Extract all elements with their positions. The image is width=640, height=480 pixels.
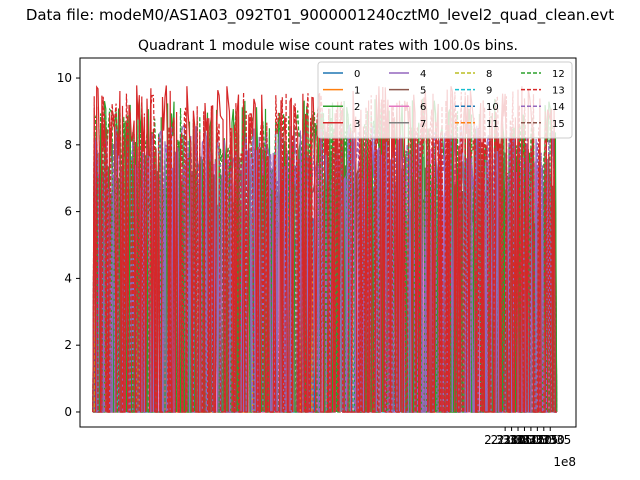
legend-label: 2 [354,102,360,113]
legend-box [317,61,573,139]
legend-label: 3 [354,119,360,130]
x-tick-label: 2.3330 [523,433,565,447]
x-tick-label: 2.3315 [503,433,545,447]
legend-label: 5 [420,86,426,97]
legend-label: 14 [552,102,565,113]
legend-label: 15 [552,119,565,130]
y-tick-label: 2 [64,338,72,352]
chart-title: Quadrant 1 module wise count rates with … [138,38,518,54]
legend-label: 8 [486,69,492,80]
x-tick-label: 2.3335 [529,433,571,447]
x-axis: 2.33002.33052.33102.33152.33202.33252.33… [484,427,571,447]
legend-label: 7 [420,119,426,130]
x-tick-label: 2.3300 [484,433,526,447]
legend-label: 13 [552,86,565,97]
x-tick-label: 2.3325 [516,433,558,447]
series-line-13 [92,91,557,413]
legend-label: 6 [420,102,426,113]
figure-suptitle: Data file: modeM0/AS1A03_092T01_90000012… [26,6,614,25]
x-tick-label: 2.3310 [497,433,539,447]
x-offset-label: 1e8 [553,455,576,469]
x-tick-label: 2.3305 [491,433,533,447]
y-tick-label: 10 [57,71,72,85]
y-tick-label: 0 [64,405,72,419]
y-axis: 0 2 4 6 8 10 [57,71,80,419]
legend-label: 9 [486,86,492,97]
plot-frame [79,57,577,428]
legend-label: 4 [420,69,426,80]
y-tick-label: 8 [64,138,72,152]
legend-label: 0 [354,69,360,80]
legend-label: 1 [354,86,360,97]
legend-label: 10 [486,102,499,113]
legend-label: 11 [486,119,499,130]
x-tick-label: 2.3320 [510,433,552,447]
y-tick-label: 6 [64,205,72,219]
y-tick-label: 4 [64,271,72,285]
legend-label: 12 [552,69,565,80]
